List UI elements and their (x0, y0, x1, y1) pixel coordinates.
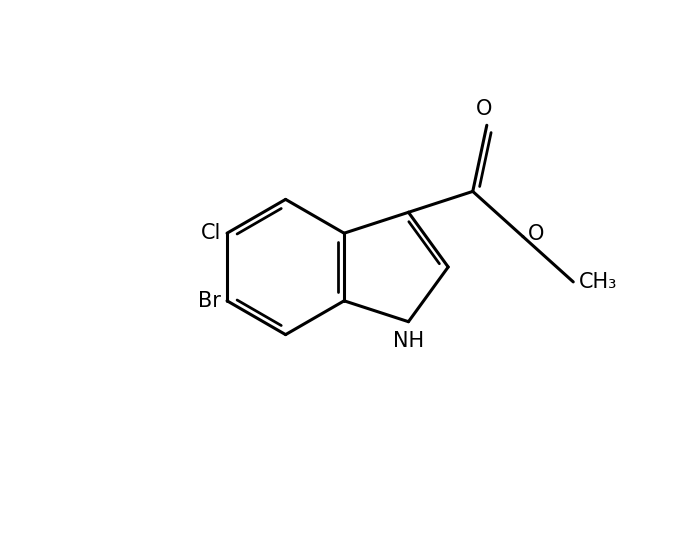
Text: NH: NH (393, 331, 424, 351)
Text: Br: Br (198, 291, 221, 311)
Text: O: O (528, 224, 544, 244)
Text: O: O (476, 99, 492, 119)
Text: CH₃: CH₃ (578, 272, 617, 292)
Text: Cl: Cl (200, 223, 221, 243)
